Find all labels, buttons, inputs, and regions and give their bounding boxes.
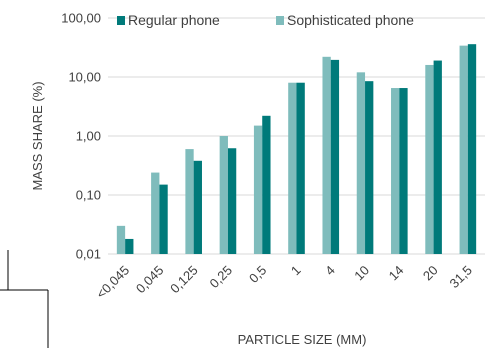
bar-sophisticated [459,45,468,254]
x-tick-label: 31,5 [446,263,475,292]
bar-sophisticated [356,72,366,254]
bar-regular [227,148,237,254]
x-tick-label: 4 [322,263,338,279]
bar-regular [262,115,271,254]
bar-sophisticated [425,64,434,254]
x-tick-label: 20 [420,263,441,284]
bar-sophisticated [151,172,160,254]
bar-regular [330,59,340,255]
y-axis-title: MASS SHARE (%) [30,81,45,190]
bar-sophisticated [391,88,400,254]
x-tick-label: 0,125 [167,263,201,297]
x-tick-label: 0,5 [246,263,269,286]
bar-sophisticated [116,225,126,254]
bar-regular [467,44,477,254]
bar-sophisticated [253,125,263,254]
bar-sophisticated [288,82,297,255]
y-tick-label: 1,00 [76,129,101,144]
x-tick-label: 14 [386,263,407,284]
x-tick-label: 1 [288,263,304,279]
legend-label: Regular phone [128,12,220,28]
bar-regular [159,184,168,254]
bar-regular [193,160,202,254]
x-tick-label: 0,045 [133,263,167,297]
frame-lines [0,250,49,348]
x-tick-label: 10 [351,263,372,284]
bar-sophisticated [185,149,194,254]
bar-regular [365,81,374,255]
bar-regular [399,88,408,254]
y-tick-labels: 0,01 0,10 1,00 10,00 100,00 [61,11,101,262]
legend-swatch [276,16,284,25]
legend-swatch [117,16,125,25]
x-axis-title: PARTICLE SIZE (MM) [238,332,367,347]
x-tick-label: <0,045 [93,263,132,302]
y-tick-label: 10,00 [68,70,101,85]
y-tick-label: 0,01 [76,247,101,262]
bars [116,44,477,255]
legend: Regular phone Sophisticated phone [117,12,414,28]
legend-label: Sophisticated phone [287,12,414,28]
bar-sophisticated [322,56,331,255]
bar-regular [125,238,134,254]
x-tick-labels: <0,045 0,045 0,125 0,25 0,5 1 4 10 14 20 31,5 [93,263,475,302]
x-tick-label: 0,25 [207,263,236,292]
y-tick-label: 0,10 [76,188,101,203]
y-tick-label: 100,00 [61,11,101,26]
bar-regular [433,60,442,254]
bar-regular [296,82,305,255]
bar-sophisticated [219,136,228,254]
